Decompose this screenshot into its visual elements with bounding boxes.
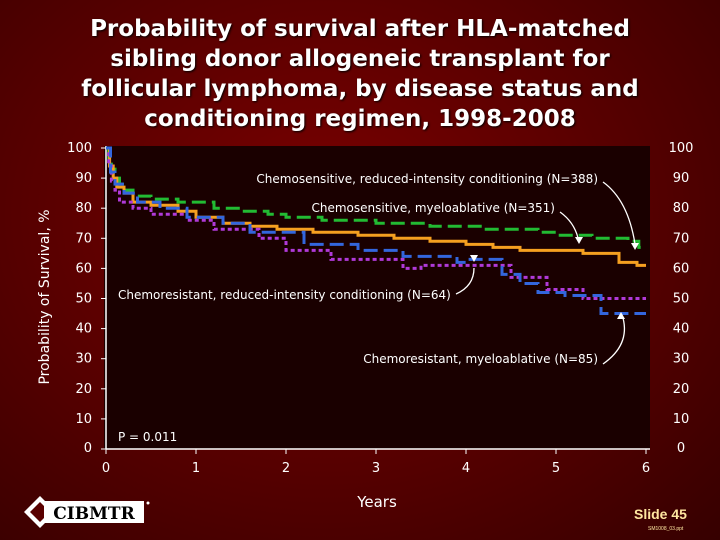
- survival-curve-2: [106, 146, 646, 267]
- annotation-label: Chemoresistant, myeloablative (N=85): [363, 352, 598, 366]
- y-tick-label: 60: [75, 261, 92, 276]
- y-tick-label: 80: [75, 201, 92, 216]
- y-tick-label-right: 40: [673, 322, 690, 337]
- y-tick-label-right: 60: [673, 261, 690, 276]
- annotation-label: Chemoresistant, reduced-intensity condit…: [118, 288, 451, 302]
- slide-title: Probability of survival after HLA-matche…: [81, 16, 639, 132]
- logo-text: CIBMTR: [53, 504, 135, 524]
- y-tick-label: 50: [75, 292, 92, 307]
- annotation-arrowhead: [617, 312, 625, 319]
- y-axis-label: Probability of Survival, %: [37, 209, 53, 384]
- x-tick-label: 1: [192, 461, 200, 476]
- y-tick-label-right: 0: [677, 441, 685, 456]
- y-tick-label-right: 10: [673, 412, 690, 427]
- annotation-label: Chemosensitive, reduced-intensity condit…: [256, 172, 598, 186]
- y-tick-label: 40: [75, 322, 92, 337]
- annotation-arrow: [602, 317, 626, 365]
- y-tick-label-right: 80: [673, 201, 690, 216]
- annotation-arrowhead: [575, 237, 583, 244]
- x-tick-label: 6: [642, 461, 650, 476]
- annotation-arrow: [455, 267, 475, 295]
- survival-curve-3: [106, 146, 646, 300]
- slide-number: Slide 45: [634, 506, 687, 522]
- y-tick-label: 20: [75, 382, 92, 397]
- survival-curve-4: [106, 146, 646, 316]
- y-tick-label: 0: [84, 441, 92, 456]
- annotation-arrowhead: [631, 243, 639, 250]
- y-tick-label: 10: [75, 412, 92, 427]
- file-id: SM1008_03.ppt: [648, 526, 684, 532]
- annotation-arrow: [602, 181, 636, 245]
- y-tick-label: 70: [75, 231, 92, 246]
- annotation-arrow: [559, 211, 579, 239]
- x-tick-label: 4: [462, 461, 470, 476]
- y-tick-label: 30: [75, 352, 92, 367]
- x-axis-label: Years: [356, 493, 397, 511]
- y-tick-label-right: 100: [669, 141, 694, 156]
- y-tick-label-right: 70: [673, 231, 690, 246]
- y-tick-label-right: 20: [673, 382, 690, 397]
- annotation-labels: Chemosensitive, reduced-intensity condit…: [118, 172, 639, 366]
- survival-curve-1: [106, 146, 646, 249]
- p-value: P = 0.011: [118, 430, 177, 444]
- survival-curves: [106, 146, 646, 316]
- y-tick-label-right: 90: [673, 171, 690, 186]
- x-tick-label: 2: [282, 461, 290, 476]
- plot-area: [104, 146, 650, 449]
- annotation-arrowhead: [470, 255, 478, 262]
- y-tick-label-right: 30: [673, 352, 690, 367]
- axes: 0102030405060708090100010203040506070809…: [67, 141, 693, 476]
- annotation-label: Chemosensitive, myeloablative (N=351): [311, 201, 555, 215]
- y-tick-label-right: 50: [673, 292, 690, 307]
- x-tick-label: 0: [102, 461, 110, 476]
- y-tick-label: 100: [67, 141, 92, 156]
- x-tick-label: 3: [372, 461, 380, 476]
- x-tick-label: 5: [552, 461, 560, 476]
- y-tick-label: 90: [75, 171, 92, 186]
- cibmtr-logo: CIBMTR: [24, 496, 150, 528]
